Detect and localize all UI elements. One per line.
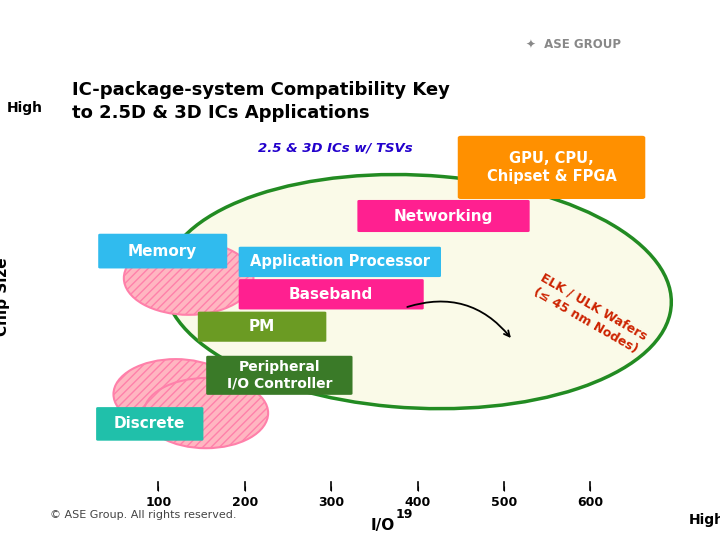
Text: ✦  ASE GROUP: ✦ ASE GROUP — [526, 38, 621, 51]
Text: 2.5 & 3D ICs w/ TSVs: 2.5 & 3D ICs w/ TSVs — [258, 141, 413, 154]
FancyBboxPatch shape — [198, 312, 326, 342]
Ellipse shape — [114, 359, 238, 429]
Text: Discrete: Discrete — [114, 416, 186, 431]
Text: PM: PM — [249, 319, 275, 334]
Ellipse shape — [124, 241, 253, 315]
Text: High: High — [6, 101, 42, 115]
FancyBboxPatch shape — [458, 136, 645, 199]
Text: Peripheral
I/O Controller: Peripheral I/O Controller — [227, 360, 332, 390]
Text: IC-package-system Compatibility Key
to 2.5D & 3D ICs Applications: IC-package-system Compatibility Key to 2… — [72, 81, 450, 122]
FancyBboxPatch shape — [239, 247, 441, 277]
Text: Baseband: Baseband — [289, 287, 374, 302]
Text: Memory: Memory — [128, 244, 197, 259]
FancyBboxPatch shape — [357, 200, 530, 232]
Text: Chip Size: Chip Size — [0, 258, 10, 336]
Text: I/O: I/O — [371, 518, 395, 534]
Text: High: High — [689, 513, 720, 527]
Text: © ASE Group. All rights reserved.: © ASE Group. All rights reserved. — [50, 510, 237, 520]
FancyBboxPatch shape — [206, 356, 353, 395]
FancyBboxPatch shape — [96, 407, 204, 441]
Text: ELK / ULK Wafers
(≤ 45 nm Nodes): ELK / ULK Wafers (≤ 45 nm Nodes) — [530, 271, 649, 357]
FancyBboxPatch shape — [239, 279, 423, 309]
Text: GPU, CPU,
Chipset & FPGA: GPU, CPU, Chipset & FPGA — [487, 151, 616, 184]
Ellipse shape — [144, 378, 268, 448]
Text: Networking: Networking — [394, 208, 493, 224]
Ellipse shape — [164, 174, 671, 409]
Text: Application Processor: Application Processor — [250, 254, 430, 269]
Text: 19: 19 — [396, 508, 413, 521]
FancyBboxPatch shape — [98, 234, 228, 268]
